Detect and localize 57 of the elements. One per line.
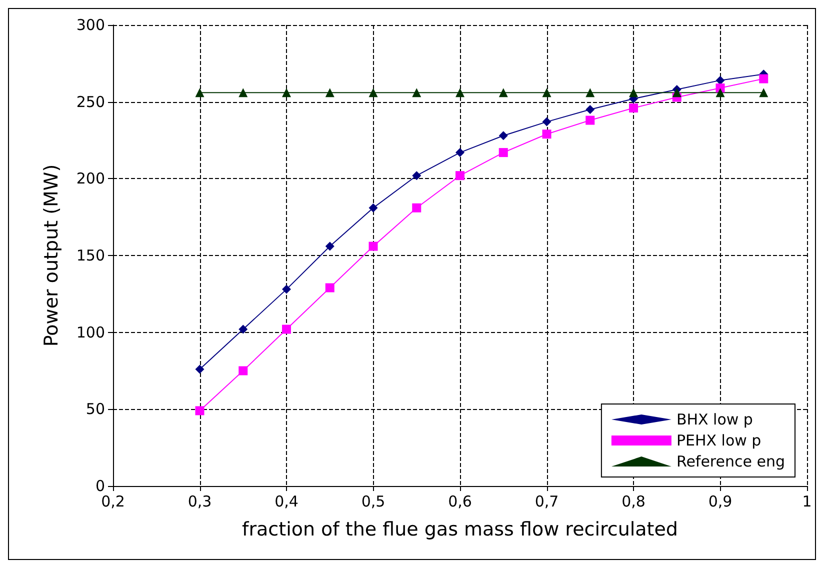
y-axis-title: Power output (MW) — [40, 164, 62, 347]
point — [498, 131, 508, 140]
y-tick-label: 150 — [76, 246, 105, 264]
point — [195, 88, 204, 98]
point — [325, 242, 334, 251]
y-tick-label: 100 — [76, 323, 105, 342]
point — [325, 88, 334, 98]
point — [498, 148, 508, 158]
x-tick-label: 0,3 — [188, 492, 212, 510]
point — [456, 148, 464, 158]
point — [195, 364, 204, 374]
point — [542, 130, 552, 139]
legend-label: Reference eng — [676, 452, 786, 470]
y-tick-label: 0 — [95, 477, 105, 495]
point — [238, 88, 248, 98]
point — [586, 116, 595, 125]
point — [629, 103, 638, 112]
x-tick-label: 1 — [802, 492, 812, 510]
point — [759, 74, 768, 84]
point — [542, 117, 552, 126]
point — [542, 88, 552, 98]
point — [238, 366, 248, 376]
x-tick-label: 0,4 — [274, 492, 298, 510]
x-tick-label: 0,7 — [534, 492, 559, 510]
point — [412, 171, 422, 180]
y-tick-label: 50 — [86, 400, 105, 418]
point — [412, 88, 422, 98]
x-tick-label: 0,8 — [622, 492, 646, 510]
x-tick-label: 0,9 — [708, 492, 732, 510]
x-tick-label: 0,6 — [448, 492, 472, 510]
point — [282, 324, 291, 334]
point — [238, 324, 248, 334]
point — [368, 203, 378, 212]
point — [456, 171, 464, 180]
point — [282, 88, 291, 98]
point — [629, 88, 638, 98]
point — [456, 88, 464, 98]
x-tick-label: 0,5 — [361, 492, 386, 510]
x-axis-title: fraction of the flue gas mass flow recirculated — [242, 518, 678, 540]
point — [195, 406, 204, 416]
point — [412, 203, 422, 212]
point — [716, 88, 725, 98]
y-tick-label: 200 — [76, 170, 105, 188]
point — [672, 88, 682, 98]
point — [586, 88, 595, 98]
legend-label: PEHX low p — [676, 432, 762, 450]
point — [368, 242, 378, 251]
point — [282, 284, 291, 294]
point — [586, 105, 595, 114]
point — [498, 88, 508, 98]
y-tick-label: 300 — [76, 16, 105, 34]
x-tick-label: 0,2 — [101, 492, 125, 510]
point — [759, 88, 768, 98]
point — [325, 283, 334, 292]
y-tick-label: 250 — [76, 92, 105, 111]
point — [368, 88, 378, 98]
legend-label: BHX low p — [676, 410, 753, 428]
